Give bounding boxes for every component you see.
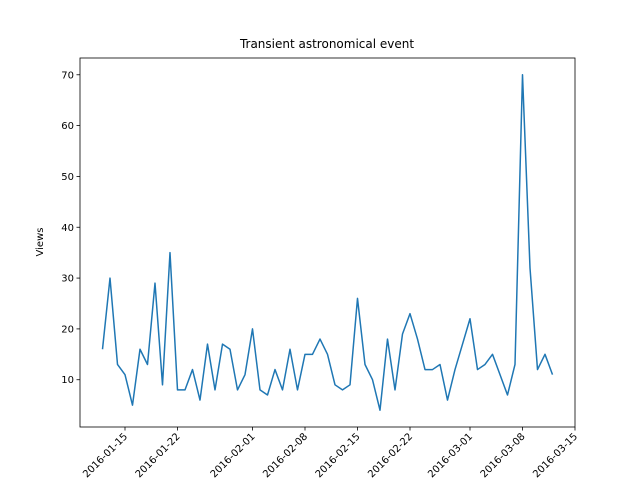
x-tick-label: 2016-03-08 [479, 431, 528, 480]
x-tick-label: 2016-03-01 [426, 431, 475, 480]
x-tick-label: 2016-02-08 [261, 431, 310, 480]
y-axis-label: Views [35, 228, 46, 257]
series-line [101, 74, 554, 411]
x-tick-label: 2016-02-01 [209, 431, 258, 480]
x-tick-label: 2016-02-22 [366, 431, 415, 480]
x-tick-label: 2016-01-15 [81, 431, 130, 480]
y-tick-label: 30 [61, 274, 74, 285]
y-tick-label: 40 [61, 223, 74, 234]
axes-frame [79, 57, 576, 428]
y-tick-label: 10 [61, 375, 74, 386]
x-tick-label: 2016-03-15 [531, 431, 580, 480]
y-tick-label: 70 [61, 70, 74, 81]
chart-title: Transient astronomical event [239, 37, 414, 51]
y-tick-label: 60 [61, 121, 74, 132]
x-tick-label: 2016-01-22 [134, 431, 183, 480]
x-tick-label: 2016-02-15 [314, 431, 363, 480]
y-tick-label: 20 [61, 324, 74, 335]
y-tick-label: 50 [61, 172, 74, 183]
